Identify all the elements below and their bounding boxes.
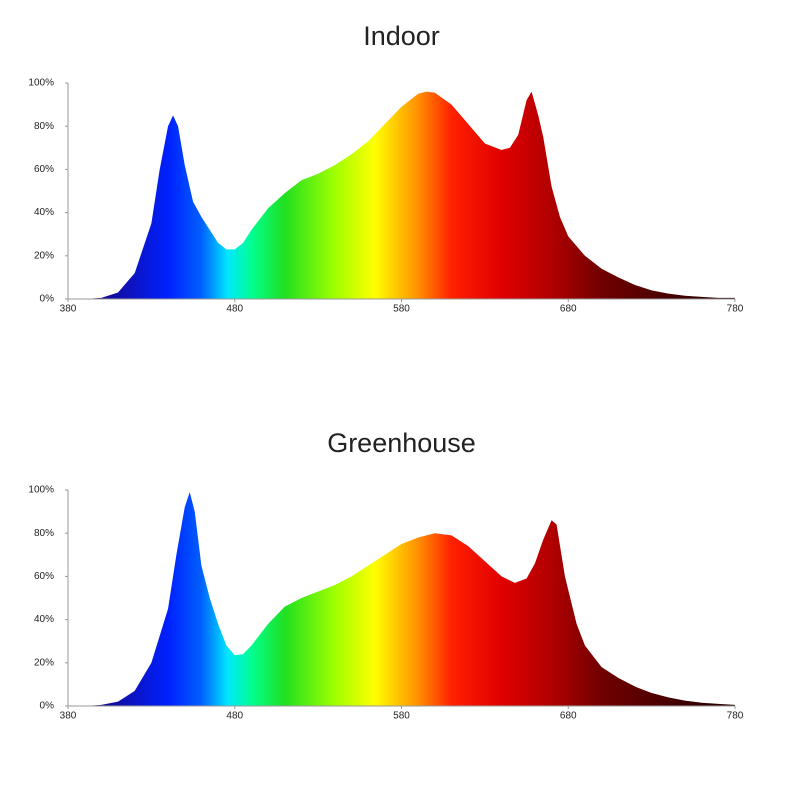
x-tick-label: 780 xyxy=(727,304,744,315)
x-tick-label: 780 xyxy=(727,711,744,722)
y-tick-label: 60% xyxy=(34,571,54,582)
x-tick-label: 480 xyxy=(226,711,243,722)
chart-title: Greenhouse xyxy=(327,428,476,458)
y-tick-label: 40% xyxy=(34,207,54,218)
y-tick-label: 100% xyxy=(28,485,54,496)
y-tick-label: 80% xyxy=(34,528,54,539)
y-tick-label: 20% xyxy=(34,657,54,668)
y-tick-label: 0% xyxy=(40,701,55,712)
x-tick-label: 380 xyxy=(60,711,77,722)
chart-title: Indoor xyxy=(363,21,440,51)
x-tick-label: 580 xyxy=(393,711,410,722)
x-tick-label: 580 xyxy=(393,304,410,315)
x-tick-label: 480 xyxy=(226,304,243,315)
spectrum-area xyxy=(68,91,735,299)
spectrum-area xyxy=(68,492,735,706)
y-tick-label: 40% xyxy=(34,614,54,625)
y-tick-label: 20% xyxy=(34,250,54,261)
y-tick-label: 60% xyxy=(34,164,54,175)
x-tick-label: 380 xyxy=(60,304,77,315)
x-tick-label: 680 xyxy=(560,304,577,315)
y-tick-label: 80% xyxy=(34,121,54,132)
y-tick-label: 100% xyxy=(28,78,54,89)
x-tick-label: 680 xyxy=(560,711,577,722)
y-tick-label: 0% xyxy=(40,294,55,305)
